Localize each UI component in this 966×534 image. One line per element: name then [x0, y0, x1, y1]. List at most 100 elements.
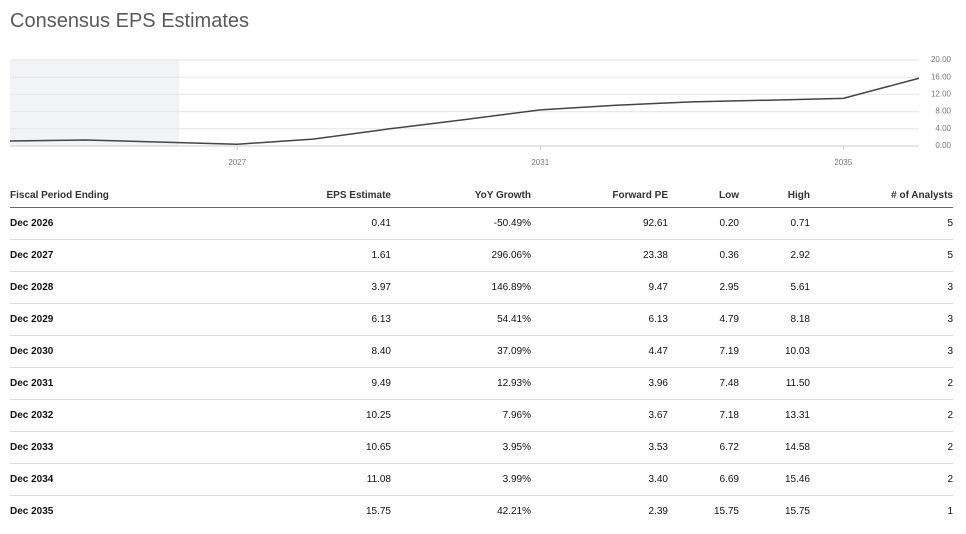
value-cell: 0.20 [668, 207, 739, 240]
value-cell: 3 [810, 271, 953, 304]
table-row: Dec 2029 6.13 54.41% 6.13 4.79 8.18 3 [10, 303, 953, 336]
history-shade [10, 60, 179, 146]
value-cell: 3.97 [250, 271, 391, 304]
period-cell: Dec 2030 [10, 335, 250, 368]
y-tick-label: 20.00 [931, 55, 952, 64]
value-cell: 12.93% [391, 367, 531, 400]
value-cell: 7.19 [668, 335, 739, 368]
x-tick-label: 2027 [228, 158, 246, 167]
table-row: Dec 2027 1.61 296.06% 23.38 0.36 2.92 5 [10, 239, 953, 272]
y-tick-label: 0.00 [935, 141, 951, 150]
value-cell: 9.49 [250, 367, 391, 400]
value-cell: 3.53 [531, 431, 668, 464]
value-cell: 0.36 [668, 239, 739, 272]
value-cell: 54.41% [391, 303, 531, 336]
page-title: Consensus EPS Estimates [10, 10, 249, 32]
value-cell: 7.18 [668, 399, 739, 432]
value-cell: 11.08 [250, 463, 391, 496]
value-cell: 10.25 [250, 399, 391, 432]
value-cell: 1.61 [250, 239, 391, 272]
value-cell: 146.89% [391, 271, 531, 304]
x-tick-label: 2035 [834, 158, 852, 167]
value-cell: 2.95 [668, 271, 739, 304]
y-tick-label: 4.00 [935, 124, 951, 133]
value-cell: 3 [810, 303, 953, 336]
column-header: Forward PE [531, 184, 668, 208]
value-cell: 3.67 [531, 399, 668, 432]
value-cell: 9.47 [531, 271, 668, 304]
value-cell: 6.72 [668, 431, 739, 464]
value-cell: 5 [810, 207, 953, 240]
value-cell: 6.13 [531, 303, 668, 336]
table-row: Dec 2035 15.75 42.21% 2.39 15.75 15.75 1 [10, 496, 953, 528]
period-cell: Dec 2031 [10, 367, 250, 400]
value-cell: 37.09% [391, 335, 531, 368]
y-tick-label: 16.00 [931, 72, 952, 81]
y-tick-label: 12.00 [931, 90, 952, 99]
period-cell: Dec 2029 [10, 303, 250, 336]
value-cell: 10.03 [739, 335, 810, 368]
value-cell: 92.61 [531, 207, 668, 240]
value-cell: 15.75 [365, 506, 391, 517]
period-cell: Dec 2026 [10, 207, 250, 240]
value-cell: 3.99% [391, 463, 531, 496]
table-row: Dec 2031 9.49 12.93% 3.96 7.48 11.50 2 [10, 367, 953, 400]
value-cell: 2 [810, 463, 953, 496]
column-header: YoY Growth [391, 184, 531, 208]
period-cell: Dec 2032 [10, 399, 250, 432]
column-header: High [739, 184, 810, 208]
value-cell: 13.31 [739, 399, 810, 432]
table-row: Dec 2032 10.25 7.96% 3.67 7.18 13.31 2 [10, 399, 953, 432]
period-cell: Dec 2027 [10, 239, 250, 272]
value-cell: -50.49% [391, 207, 531, 240]
eps-line [9, 77, 920, 145]
table-row: Dec 2030 8.40 37.09% 4.47 7.19 10.03 3 [10, 335, 953, 368]
value-cell: 0.71 [739, 207, 810, 240]
table-row: Dec 2028 3.97 146.89% 9.47 2.95 5.61 3 [10, 271, 953, 304]
value-cell: 2 [810, 399, 953, 432]
value-cell: 2.39 [648, 506, 668, 517]
value-cell: 4.79 [668, 303, 739, 336]
value-cell: 2 [810, 367, 953, 400]
value-cell: 3 [810, 335, 953, 368]
period-cell: Dec 2035 [10, 506, 54, 517]
column-header: Low [668, 184, 739, 208]
column-header: # of Analysts [810, 184, 953, 208]
value-cell: 1 [947, 506, 953, 517]
table-row: Dec 2033 10.65 3.95% 3.53 6.72 14.58 2 [10, 431, 953, 464]
estimates-table: Fiscal Period Ending EPS Estimate YoY Grow… [10, 184, 953, 527]
value-cell: 11.50 [739, 367, 810, 400]
table-row: Dec 2026 0.41 -50.49% 92.61 0.20 0.71 5 [10, 207, 953, 240]
value-cell: 3.40 [531, 463, 668, 496]
header-row: Fiscal Period Ending EPS Estimate YoY Grow… [10, 184, 953, 208]
value-cell: 15.75 [784, 506, 810, 517]
x-tick-label: 2031 [531, 158, 549, 167]
value-cell: 4.47 [531, 335, 668, 368]
column-header: EPS Estimate [250, 184, 391, 208]
value-cell: 7.48 [668, 367, 739, 400]
value-cell: 15.46 [739, 463, 810, 496]
table-row: Dec 2034 11.08 3.99% 3.40 6.69 15.46 2 [10, 463, 953, 496]
value-cell: 8.40 [250, 335, 391, 368]
value-cell: 2.92 [739, 239, 810, 272]
value-cell: 5.61 [739, 271, 810, 304]
value-cell: 3.96 [531, 367, 668, 400]
value-cell: 2 [810, 431, 953, 464]
table-body: Dec 2026 0.41 -50.49% 92.61 0.20 0.71 5 Dec 202… [10, 207, 953, 528]
period-cell: Dec 2033 [10, 431, 250, 464]
value-cell: 8.18 [739, 303, 810, 336]
value-cell: 6.13 [250, 303, 391, 336]
value-cell: 3.95% [391, 431, 531, 464]
value-cell: 10.65 [250, 431, 391, 464]
value-cell: 15.75 [713, 506, 739, 517]
value-cell: 42.21% [497, 506, 531, 517]
value-cell: 7.96% [391, 399, 531, 432]
column-header: Fiscal Period Ending [10, 184, 250, 208]
value-cell: 6.69 [668, 463, 739, 496]
period-cell: Dec 2028 [10, 271, 250, 304]
value-cell: 296.06% [391, 239, 531, 272]
period-cell: Dec 2034 [10, 463, 250, 496]
y-tick-label: 8.00 [935, 107, 951, 116]
value-cell: 0.41 [250, 207, 391, 240]
